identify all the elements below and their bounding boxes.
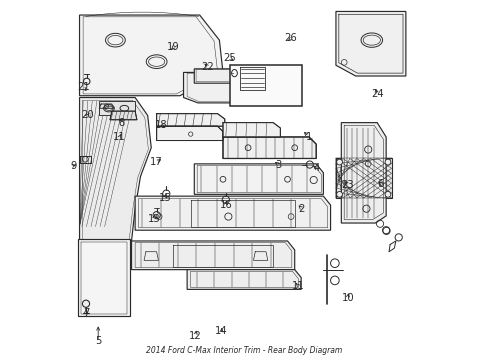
Text: 1: 1 xyxy=(305,132,312,142)
Bar xyxy=(335,158,391,198)
Polygon shape xyxy=(135,196,330,230)
Text: 26: 26 xyxy=(284,33,297,43)
Text: 25: 25 xyxy=(223,53,235,63)
Text: 2014 Ford C-Max Interior Trim - Rear Body Diagram: 2014 Ford C-Max Interior Trim - Rear Bod… xyxy=(146,346,342,355)
Polygon shape xyxy=(335,12,405,76)
Text: 11: 11 xyxy=(113,132,126,142)
Polygon shape xyxy=(223,123,280,137)
Polygon shape xyxy=(194,164,323,194)
Circle shape xyxy=(336,159,342,165)
Text: 24: 24 xyxy=(370,89,383,99)
Text: 14: 14 xyxy=(215,326,227,336)
Circle shape xyxy=(384,192,390,197)
Text: 3: 3 xyxy=(275,159,281,170)
Text: 16: 16 xyxy=(219,200,232,210)
Text: 22: 22 xyxy=(201,62,214,72)
Circle shape xyxy=(384,159,390,165)
Text: 12: 12 xyxy=(188,331,201,341)
Text: 21: 21 xyxy=(77,82,89,93)
Polygon shape xyxy=(187,270,301,289)
Polygon shape xyxy=(156,114,224,126)
Text: 15: 15 xyxy=(158,193,171,203)
Polygon shape xyxy=(223,137,316,158)
Text: 5: 5 xyxy=(95,336,101,346)
Polygon shape xyxy=(183,72,298,103)
Text: 19: 19 xyxy=(167,42,180,52)
Text: 8: 8 xyxy=(119,118,125,128)
Polygon shape xyxy=(80,98,151,266)
Text: 11: 11 xyxy=(291,281,304,291)
Text: 13: 13 xyxy=(147,215,160,224)
Text: 4: 4 xyxy=(312,163,319,173)
Bar xyxy=(230,65,301,107)
Circle shape xyxy=(336,192,342,197)
Polygon shape xyxy=(78,239,129,316)
Text: 2: 2 xyxy=(298,204,305,214)
Polygon shape xyxy=(110,111,137,120)
Polygon shape xyxy=(156,126,223,140)
Polygon shape xyxy=(341,123,386,223)
Polygon shape xyxy=(131,241,294,270)
Circle shape xyxy=(82,300,89,307)
Text: 7: 7 xyxy=(82,308,89,318)
Text: 6: 6 xyxy=(377,179,383,189)
Text: 23: 23 xyxy=(341,180,353,190)
Polygon shape xyxy=(99,101,135,116)
Text: 9: 9 xyxy=(70,161,76,171)
Text: 18: 18 xyxy=(155,120,167,130)
Text: 10: 10 xyxy=(341,293,353,303)
Text: 20: 20 xyxy=(81,111,94,121)
Text: 17: 17 xyxy=(150,157,163,167)
Polygon shape xyxy=(194,69,278,83)
Polygon shape xyxy=(80,15,223,96)
